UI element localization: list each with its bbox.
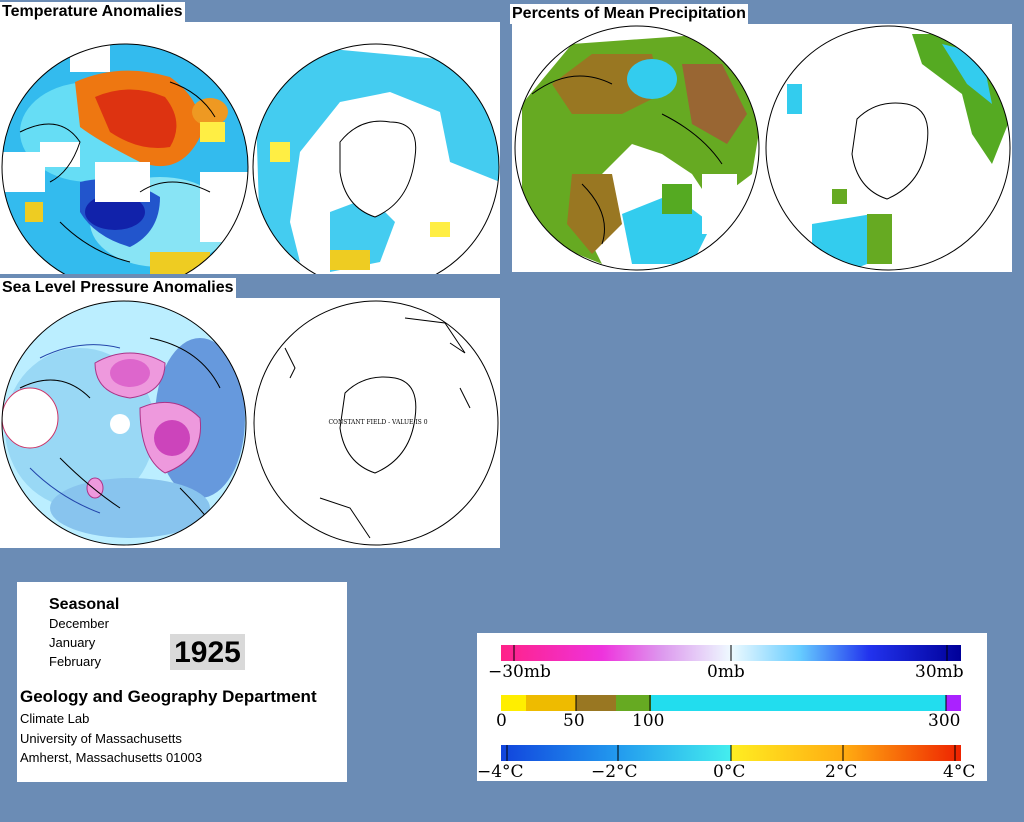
precipitation-maps bbox=[514, 25, 1011, 271]
pressure-panel-title: Sea Level Pressure Anomalies bbox=[0, 278, 236, 298]
temperature-maps bbox=[1, 43, 500, 274]
temperature-label-minus4: −4°C bbox=[477, 762, 524, 782]
precipitation-color-scale bbox=[501, 695, 961, 711]
legend-box: −30mb 0mb 30mb 0 50 100 300 −4°C −2°C 0°… bbox=[477, 633, 987, 781]
color-scale-bars bbox=[501, 645, 961, 761]
pressure-color-scale bbox=[501, 645, 961, 661]
constant-field-note: CONSTANT FIELD - VALUE IS 0 bbox=[328, 419, 427, 426]
temperature-northern-hemisphere-map bbox=[2, 44, 248, 274]
precipitation-panel-title: Percents of Mean Precipitation bbox=[510, 4, 748, 24]
month-january: January bbox=[49, 635, 96, 650]
pressure-map-panel: CONSTANT FIELD - VALUE IS 0 bbox=[0, 298, 500, 548]
temperature-panel-title: Temperature Anomalies bbox=[0, 2, 185, 22]
temperature-label-2: 2°C bbox=[825, 762, 858, 782]
lab-name: Climate Lab bbox=[20, 711, 90, 726]
university-name: University of Massachusetts bbox=[20, 731, 182, 746]
temperature-label-4: 4°C bbox=[943, 762, 976, 782]
precipitation-southern-hemisphere-map bbox=[766, 26, 1010, 270]
pressure-southern-hemisphere-map: CONSTANT FIELD - VALUE IS 0 bbox=[253, 300, 499, 546]
temperature-label-minus2: −2°C bbox=[591, 762, 638, 782]
pressure-label-max: 30mb bbox=[915, 662, 964, 682]
precipitation-label-50: 50 bbox=[563, 711, 585, 731]
temperature-color-scale bbox=[501, 745, 961, 761]
year-display: 1925 bbox=[170, 634, 245, 670]
season-label: Seasonal bbox=[49, 596, 120, 613]
pressure-northern-hemisphere-map bbox=[2, 301, 246, 545]
precipitation-map-panel bbox=[512, 24, 1012, 272]
temperature-map-panel bbox=[0, 22, 500, 274]
temperature-label-zero: 0°C bbox=[713, 762, 746, 782]
month-february: February bbox=[49, 654, 102, 669]
precipitation-label-300: 300 bbox=[928, 711, 961, 731]
month-december: December bbox=[49, 616, 109, 631]
address: Amherst, Massachusetts 01003 bbox=[20, 750, 203, 765]
precipitation-northern-hemisphere-map bbox=[515, 26, 759, 270]
temperature-southern-hemisphere-map bbox=[253, 44, 499, 274]
precipitation-label-0: 0 bbox=[496, 711, 507, 731]
pressure-label-zero: 0mb bbox=[707, 662, 745, 682]
pressure-maps: CONSTANT FIELD - VALUE IS 0 bbox=[1, 300, 499, 546]
info-box: Seasonal December January February 1925 … bbox=[17, 582, 347, 782]
department-name: Geology and Geography Department bbox=[20, 687, 317, 706]
precipitation-label-100: 100 bbox=[632, 711, 665, 731]
pressure-label-min: −30mb bbox=[488, 662, 551, 682]
